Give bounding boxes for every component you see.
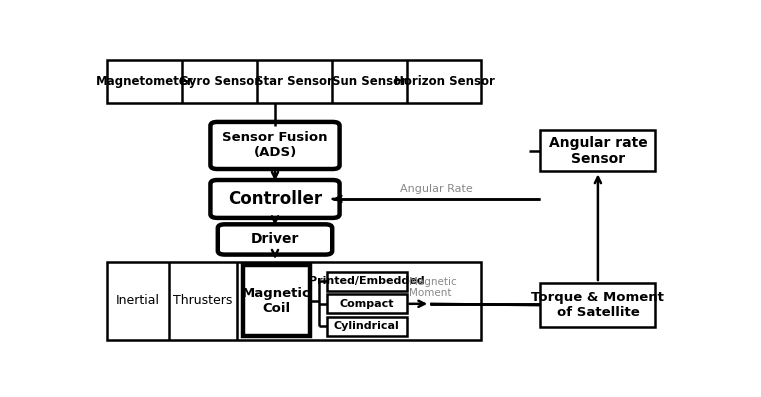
Text: Star Sensor: Star Sensor [255, 75, 333, 88]
Text: Angular Rate: Angular Rate [400, 184, 473, 195]
Text: Cylindrical: Cylindrical [334, 322, 400, 331]
Text: Sensor Fusion
(ADS): Sensor Fusion (ADS) [222, 131, 328, 160]
Bar [540, 130, 655, 172]
Bar [107, 60, 482, 103]
Text: Inertial: Inertial [116, 294, 160, 307]
Text: Compact: Compact [339, 299, 394, 309]
Text: Torque & Moment
of Satellite: Torque & Moment of Satellite [531, 291, 664, 319]
Text: Driver: Driver [251, 233, 299, 247]
Bar [327, 272, 406, 291]
Text: Horizon Sensor: Horizon Sensor [393, 75, 495, 88]
Bar [243, 265, 310, 336]
Text: Controller: Controller [228, 190, 322, 208]
Text: Sun Sensor: Sun Sensor [332, 75, 406, 88]
Text: Gyro Sensor: Gyro Sensor [179, 75, 260, 88]
Bar [540, 283, 655, 328]
FancyBboxPatch shape [211, 122, 339, 169]
Bar [107, 262, 482, 339]
Text: Angular rate
Sensor: Angular rate Sensor [549, 136, 648, 166]
FancyBboxPatch shape [218, 224, 333, 254]
Bar [327, 294, 406, 313]
Text: Printed/Embedded: Printed/Embedded [309, 276, 425, 286]
FancyBboxPatch shape [211, 180, 339, 218]
Text: Magnetic
Moment: Magnetic Moment [409, 277, 457, 298]
Text: Magnetic
Coil: Magnetic Coil [242, 287, 311, 314]
Text: Magnetometer: Magnetometer [95, 75, 193, 88]
Bar [327, 317, 406, 336]
Text: Thrusters: Thrusters [173, 294, 232, 307]
